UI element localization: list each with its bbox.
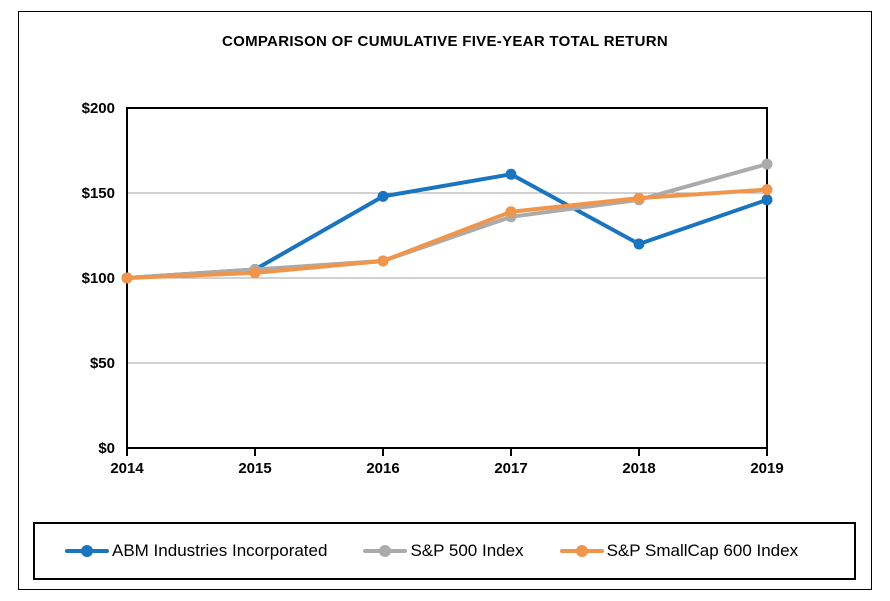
legend-line-marker-icon [559, 545, 604, 557]
data-point [249, 267, 261, 279]
x-tick-label: 2016 [366, 460, 399, 477]
data-point [761, 194, 773, 206]
chart-title: COMPARISON OF CUMULATIVE FIVE-YEAR TOTAL… [221, 33, 669, 50]
y-tick-label: $50 [90, 355, 115, 372]
data-point [761, 158, 773, 170]
data-point [377, 190, 389, 202]
data-point [121, 272, 133, 284]
data-point [377, 255, 389, 267]
legend-item-sp500: S&P 500 Index [363, 541, 524, 561]
chart-legend: ABM Industries Incorporated S&P 500 Inde… [33, 522, 856, 580]
y-tick-label: $0 [98, 440, 115, 457]
series-line [125, 187, 769, 280]
data-point [761, 184, 773, 196]
x-tick-label: 2014 [110, 460, 144, 477]
y-tick-label: $150 [82, 185, 115, 202]
x-tick-label: 2017 [494, 460, 527, 477]
x-tick-label: 2019 [750, 460, 783, 477]
legend-item-smallcap600: S&P SmallCap 600 Index [559, 541, 799, 561]
legend-label-abm: ABM Industries Incorporated [112, 541, 328, 560]
y-tick-label: $200 [82, 100, 115, 117]
data-point [633, 238, 645, 250]
legend-line-marker-icon [363, 545, 408, 557]
legend-label-sp500: S&P 500 Index [410, 541, 524, 560]
legend-line-marker-icon [65, 545, 109, 557]
x-tick-label: 2018 [622, 460, 655, 477]
x-tick-label: 2015 [238, 460, 271, 477]
data-point [505, 206, 517, 218]
series-line [125, 162, 769, 280]
data-point [505, 168, 517, 180]
legend-label-smallcap600: S&P SmallCap 600 Index [606, 541, 799, 560]
data-point [633, 192, 645, 204]
legend-item-abm: ABM Industries Incorporated [65, 541, 327, 561]
y-tick-label: $100 [82, 270, 115, 287]
